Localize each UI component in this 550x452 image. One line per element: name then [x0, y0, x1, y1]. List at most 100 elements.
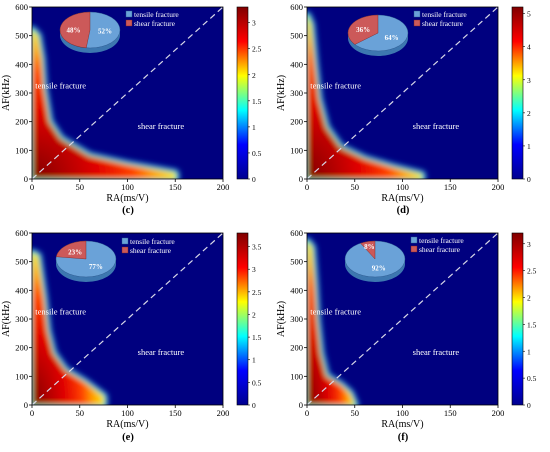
- colorbar-tick-label: 2.5: [527, 267, 537, 276]
- colorbar-tick-label: 3: [527, 76, 531, 85]
- region-label-tensile: tensile fracture: [310, 81, 361, 91]
- region-label-shear: shear fracture: [413, 347, 460, 357]
- y-tick-label: 600: [290, 228, 303, 238]
- colorbar: [236, 6, 249, 180]
- legend-label-shear: shear fracture: [422, 19, 464, 28]
- x-tick-label: 200: [217, 182, 230, 192]
- y-tick-label: 200: [290, 117, 303, 127]
- legend-swatch-tensile: [121, 237, 129, 245]
- pie-label-shear: 8%: [364, 243, 375, 251]
- pie-chart: 92% 8%: [344, 240, 406, 282]
- colorbar-tick-label: 1: [527, 347, 531, 356]
- y-tick-label: 400: [290, 285, 303, 295]
- colorbar-tick-label: 3.5: [252, 243, 262, 252]
- legend-label-shear: shear fracture: [419, 245, 461, 254]
- colorbar-tick-label: 1.5: [252, 97, 262, 106]
- colorbar-tick-label: 0: [527, 401, 531, 410]
- legend-label-tensile: tensile fracture: [130, 237, 175, 246]
- colorbar-tick-label: 1: [527, 142, 531, 151]
- legend-label-tensile: tensile fracture: [422, 10, 467, 19]
- region-label-tensile: tensile fracture: [35, 307, 86, 317]
- y-tick-label: 500: [290, 31, 303, 41]
- density-core: [307, 15, 422, 179]
- x-tick-label: 50: [351, 408, 360, 418]
- colorbar-tick-label: 0: [252, 175, 256, 184]
- colorbar: [511, 6, 524, 180]
- x-axis-label: RA(ms/V): [106, 193, 148, 204]
- y-tick-label: 0: [24, 174, 28, 184]
- legend-label-shear: shear fracture: [130, 246, 172, 255]
- x-axis-label: RA(ms/V): [106, 419, 148, 430]
- x-tick-label: 150: [444, 408, 457, 418]
- y-tick-label: 600: [15, 2, 28, 12]
- pie-label-tensile: 64%: [385, 34, 399, 42]
- colorbar-tick-label: 0.5: [527, 374, 537, 383]
- panel-label: (c): [122, 205, 134, 216]
- colorbar-tick-label: 3: [527, 240, 531, 249]
- x-axis-label: RA(ms/V): [381, 419, 423, 430]
- x-tick-label: 50: [76, 408, 85, 418]
- colorbar-tick-label: 0: [252, 401, 256, 410]
- legend-swatch-shear: [121, 246, 129, 254]
- region-label-shear: shear fracture: [138, 121, 185, 131]
- y-tick-label: 500: [290, 257, 303, 267]
- colorbar-tick-label: 1: [252, 123, 256, 132]
- density-heatmap: [32, 249, 108, 405]
- colorbar: [511, 232, 524, 406]
- colorbar-tick-label: 0.5: [252, 149, 262, 158]
- y-tick-label: 400: [15, 59, 28, 69]
- y-tick-label: 200: [15, 343, 28, 353]
- y-tick-label: 400: [15, 285, 28, 295]
- x-tick-label: 150: [169, 408, 182, 418]
- y-tick-label: 0: [299, 174, 303, 184]
- colorbar-tick-label: 1.5: [252, 333, 262, 342]
- y-tick-label: 500: [15, 31, 28, 41]
- y-tick-label: 100: [290, 371, 303, 381]
- region-label-tensile: tensile fracture: [35, 81, 86, 91]
- legend-swatch-shear: [410, 245, 418, 253]
- pie-chart: 64% 36%: [347, 14, 409, 56]
- colorbar-tick-label: 2: [527, 109, 531, 118]
- colorbar-tick-label: 2: [252, 71, 256, 80]
- legend-swatch-shear: [125, 19, 133, 27]
- colorbar-tick-label: 0.5: [252, 378, 262, 387]
- legend-swatch-tensile: [413, 10, 421, 18]
- x-tick-label: 0: [30, 182, 34, 192]
- colorbar-tick-label: 0: [527, 175, 531, 184]
- pie-side-tensile: [348, 33, 408, 56]
- density-core: [32, 29, 176, 179]
- x-axis-label: RA(ms/V): [381, 193, 423, 204]
- divider-line: [31, 6, 224, 180]
- colorbar-tick-label: 4: [527, 43, 531, 52]
- y-tick-label: 0: [299, 400, 303, 410]
- region-label-shear: shear fracture: [413, 121, 460, 131]
- divider-line: [306, 6, 499, 180]
- density-core: [307, 241, 355, 405]
- legend-label-tensile: tensile fracture: [134, 10, 179, 19]
- pie-side-tensile: [60, 30, 120, 53]
- legend-swatch-shear: [413, 19, 421, 27]
- y-tick-label: 0: [24, 400, 28, 410]
- y-axis-label: AF(kHz): [1, 75, 12, 111]
- pie-chart: 77% 23%: [55, 240, 117, 282]
- colorbar-tick-label: 2: [527, 294, 531, 303]
- colorbar-tick-label: 2: [252, 310, 256, 319]
- pie-slice-shear: [55, 240, 87, 260]
- legend-label-shear: shear fracture: [134, 19, 176, 28]
- y-axis-label: AF(kHz): [1, 301, 12, 337]
- colorbar: [236, 232, 249, 406]
- y-tick-label: 300: [15, 314, 28, 324]
- panel-label: (f): [398, 432, 409, 443]
- colorbar-tick-label: 2.5: [252, 288, 262, 297]
- density-core: [32, 253, 104, 405]
- pie-label-shear: 36%: [356, 26, 370, 34]
- pie-side-tensile: [56, 259, 116, 282]
- pie-slice-shear: [360, 240, 376, 260]
- pie-label-tensile: 92%: [372, 265, 386, 273]
